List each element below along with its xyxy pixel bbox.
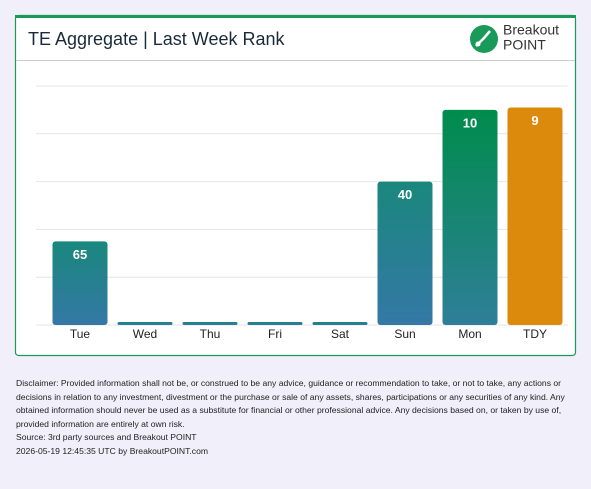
empty-bar bbox=[312, 322, 368, 325]
bar bbox=[507, 107, 563, 325]
x-tick-label: Sun bbox=[394, 327, 415, 341]
empty-bar bbox=[117, 322, 173, 325]
empty-bar bbox=[182, 322, 238, 325]
x-tick-label: Sat bbox=[331, 327, 350, 341]
x-tick-label: Wed bbox=[133, 327, 157, 341]
x-tick-label: Fri bbox=[268, 327, 282, 341]
disclaimer: Disclaimer: Provided information shall n… bbox=[16, 378, 565, 429]
x-tick-label: Thu bbox=[200, 327, 221, 341]
chart: TE Aggregate | Last Week Rank Breakout P… bbox=[14, 14, 577, 357]
bar bbox=[442, 109, 498, 326]
timestamp: 2026-05-19 12:45:35 UTC by BreakoutPOINT… bbox=[16, 445, 209, 456]
logo-text: POINT bbox=[503, 37, 546, 53]
logo: Breakout POINT bbox=[470, 22, 559, 53]
value-label: 10 bbox=[463, 115, 477, 130]
x-tick-label: Tue bbox=[70, 327, 91, 341]
x-tick-label: TDY bbox=[523, 327, 547, 341]
card-top bbox=[15, 15, 576, 18]
value-label: 9 bbox=[531, 113, 538, 128]
empty-bar bbox=[247, 322, 303, 325]
chart-title: TE Aggregate | Last Week Rank bbox=[28, 29, 285, 49]
bar bbox=[52, 241, 108, 325]
logo-dot bbox=[475, 41, 481, 47]
x-tick-label: Mon bbox=[458, 327, 481, 341]
bar bbox=[377, 181, 433, 325]
value-label: 40 bbox=[398, 187, 412, 202]
source: Source: 3rd party sources and Breakout P… bbox=[16, 432, 197, 443]
value-label: 65 bbox=[73, 247, 87, 262]
logo-text: Breakout bbox=[503, 22, 559, 38]
footer: Disclaimer: Provided information shall n… bbox=[16, 377, 582, 459]
